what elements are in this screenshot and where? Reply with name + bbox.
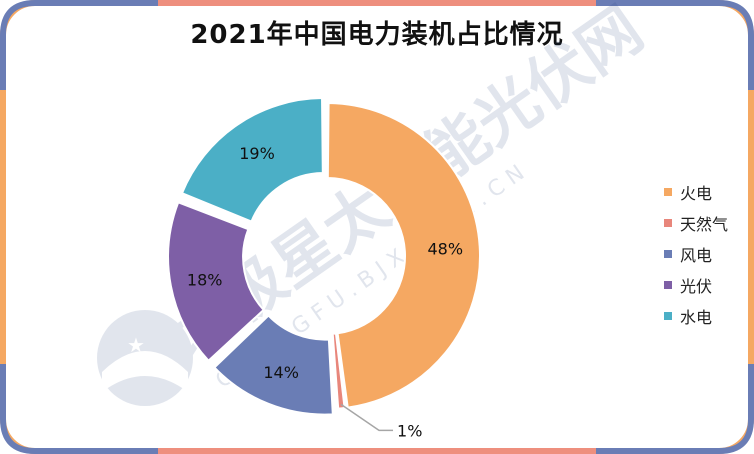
legend-label: 风电 xyxy=(680,245,713,265)
legend-swatch xyxy=(664,249,672,258)
donut-slice-3 xyxy=(212,314,334,416)
data-label: 14% xyxy=(263,363,299,382)
donut-slice-1 xyxy=(326,101,481,409)
legend-item: 火电 xyxy=(664,176,728,207)
legend-label: 天然气 xyxy=(680,214,729,234)
data-label: 48% xyxy=(427,240,463,259)
legend-swatch xyxy=(664,218,672,227)
data-label: 18% xyxy=(187,270,223,289)
legend-label: 水电 xyxy=(680,307,713,327)
legend-swatch xyxy=(664,280,672,289)
donut-slice-2 xyxy=(331,332,346,410)
donut-slice-4 xyxy=(167,201,266,363)
data-label: 1% xyxy=(397,421,422,440)
donut-slice-5 xyxy=(180,97,324,223)
legend-item: 光伏 xyxy=(664,269,728,300)
legend-swatch xyxy=(664,311,672,320)
chart-legend: 火电 天然气 风电 光伏 水电 xyxy=(664,176,728,331)
legend-item: 风电 xyxy=(664,238,728,269)
legend-item: 水电 xyxy=(664,300,728,331)
legend-label: 火电 xyxy=(680,183,713,203)
leader-line xyxy=(340,403,394,432)
legend-item: 天然气 xyxy=(664,207,728,238)
data-label: 19% xyxy=(239,144,275,163)
legend-swatch xyxy=(664,187,672,196)
chart-title: 2021年中国电力装机占比情况 xyxy=(190,20,564,50)
legend-label: 光伏 xyxy=(680,276,713,296)
